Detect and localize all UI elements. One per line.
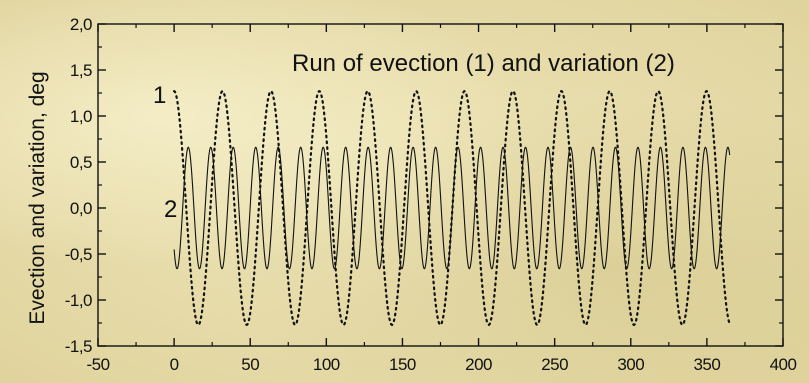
x-tick-label: 350: [693, 355, 720, 374]
x-tick-label: 0: [170, 355, 179, 374]
y-tick-label: -1,5: [65, 337, 92, 356]
y-tick-label: -1,0: [65, 291, 92, 310]
x-tick-label: 50: [241, 355, 259, 374]
chart-title: Run of evection (1) and variation (2): [292, 50, 675, 77]
y-tick-label: 1,0: [70, 107, 92, 126]
axes: -50 0 50 100 150 200 250 300 350 400 -1,5 -1,0 -0,5 0…: [65, 15, 797, 374]
text-layer: Run of evection (1) and variation (2) Ev…: [26, 50, 675, 325]
series-layer: [173, 90, 731, 326]
series-2-line: [173, 146, 731, 270]
y-tick-label: 2,0: [70, 15, 92, 34]
x-tick-label: -50: [86, 355, 109, 374]
x-tick-label: 250: [541, 355, 568, 374]
y-tick-label: 0,5: [70, 153, 92, 172]
curve-label-2: 2: [164, 196, 177, 223]
x-tick-label: 400: [770, 355, 797, 374]
x-tick-label: 200: [465, 355, 492, 374]
curve-label-1: 1: [153, 82, 166, 109]
series-1-line: [173, 90, 731, 326]
x-tick-label: 100: [313, 355, 340, 374]
x-tick-label: 300: [617, 355, 644, 374]
x-tick-label: 150: [389, 355, 416, 374]
y-tick-label: 0,0: [70, 199, 92, 218]
y-tick-label: 1,5: [70, 61, 92, 80]
y-axis-title: Evection and variation, deg: [26, 71, 49, 324]
y-tick-label: -0,5: [65, 245, 92, 264]
